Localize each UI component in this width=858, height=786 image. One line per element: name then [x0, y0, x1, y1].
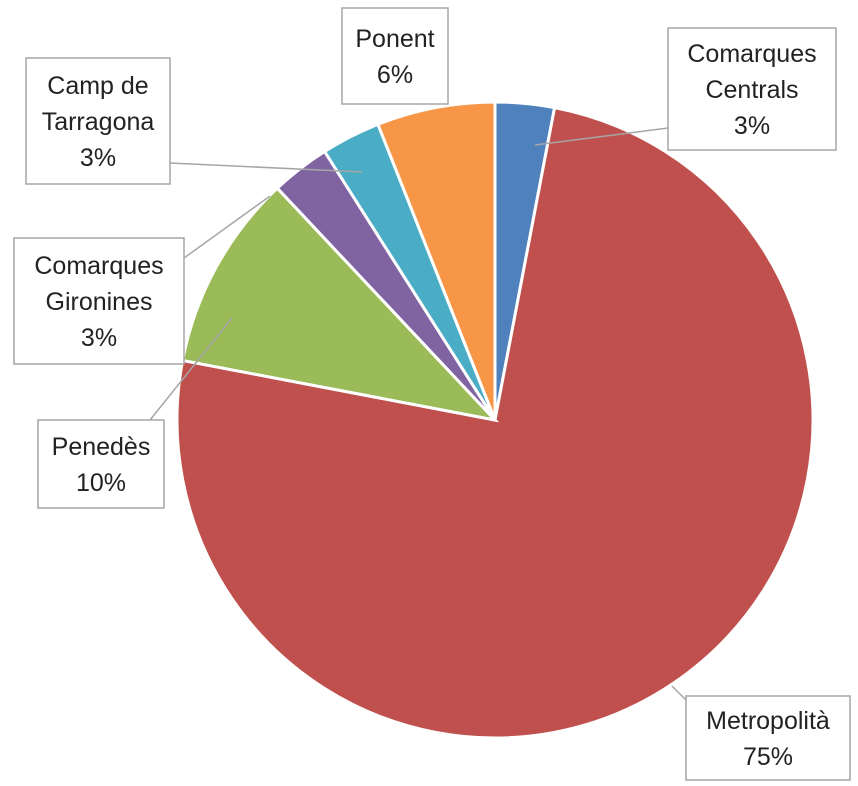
label-box: [37, 419, 165, 509]
data-label-value: 3%: [734, 112, 770, 140]
label-box: [667, 27, 837, 151]
data-label-value: 3%: [80, 144, 116, 172]
data-label-name: Penedès: [52, 433, 151, 461]
label-box: [341, 7, 449, 105]
data-label-value: 75%: [743, 743, 793, 771]
leader-line: [183, 195, 271, 259]
label-box: [685, 695, 851, 781]
data-label-name: Metropolità: [706, 707, 830, 735]
data-label-value: 6%: [377, 61, 413, 89]
leader-line: [149, 317, 233, 421]
data-label-name: Camp de Tarragona: [42, 72, 155, 136]
leader-line: [169, 162, 363, 173]
leader-line: [671, 685, 687, 701]
data-label-name: Comarques Gironines: [34, 252, 163, 316]
data-label-name: Comarques Centrals: [687, 40, 816, 104]
data-label-name: Ponent: [355, 25, 434, 53]
data-label-value: 10%: [76, 469, 126, 497]
pie-slice: [375, 100, 497, 421]
data-label-value: 3%: [81, 324, 117, 352]
label-box: [13, 237, 185, 365]
pie-slice: [175, 105, 815, 740]
leader-line: [534, 127, 669, 146]
label-box: [25, 57, 171, 185]
